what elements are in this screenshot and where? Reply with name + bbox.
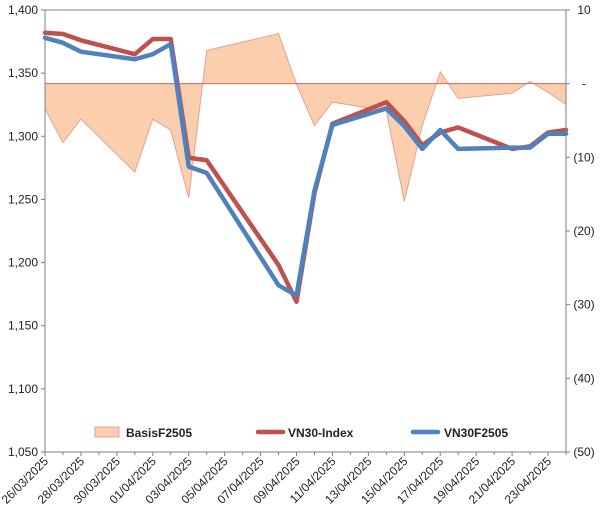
- vn30f2505-line: [42, 35, 569, 298]
- y2-tick-label: -: [582, 77, 586, 91]
- legend-label-vn30-index: VN30-Index: [288, 426, 354, 440]
- y-tick-label: 1,050: [8, 445, 38, 459]
- y2-tick-label: (20): [573, 224, 594, 238]
- legend: BasisF2505 VN30-Index VN30F2505: [94, 426, 508, 440]
- y-tick-label: 1,150: [8, 319, 38, 333]
- line-series-layer: [42, 30, 569, 304]
- y2-tick-label: 10: [577, 3, 591, 17]
- y-tick-label: 1,200: [8, 256, 38, 270]
- legend-label-vn30f2505: VN30F2505: [444, 426, 508, 440]
- y-tick-label: 1,300: [8, 129, 38, 143]
- y2-tick-label: (50): [573, 445, 594, 459]
- legend-label-basis: BasisF2505: [126, 426, 192, 440]
- y2-tick-label: (10): [573, 150, 594, 164]
- y-tick-label: 1,400: [8, 3, 38, 17]
- y-tick-label: 1,250: [8, 192, 38, 206]
- y2-tick-label: (30): [573, 298, 594, 312]
- y2-tick-label: (40): [573, 371, 594, 385]
- vn30-index-line: [42, 30, 569, 304]
- legend-swatch-basis: [94, 426, 120, 438]
- y-tick-label: 1,100: [8, 382, 38, 396]
- y-tick-label: 1,350: [8, 66, 38, 80]
